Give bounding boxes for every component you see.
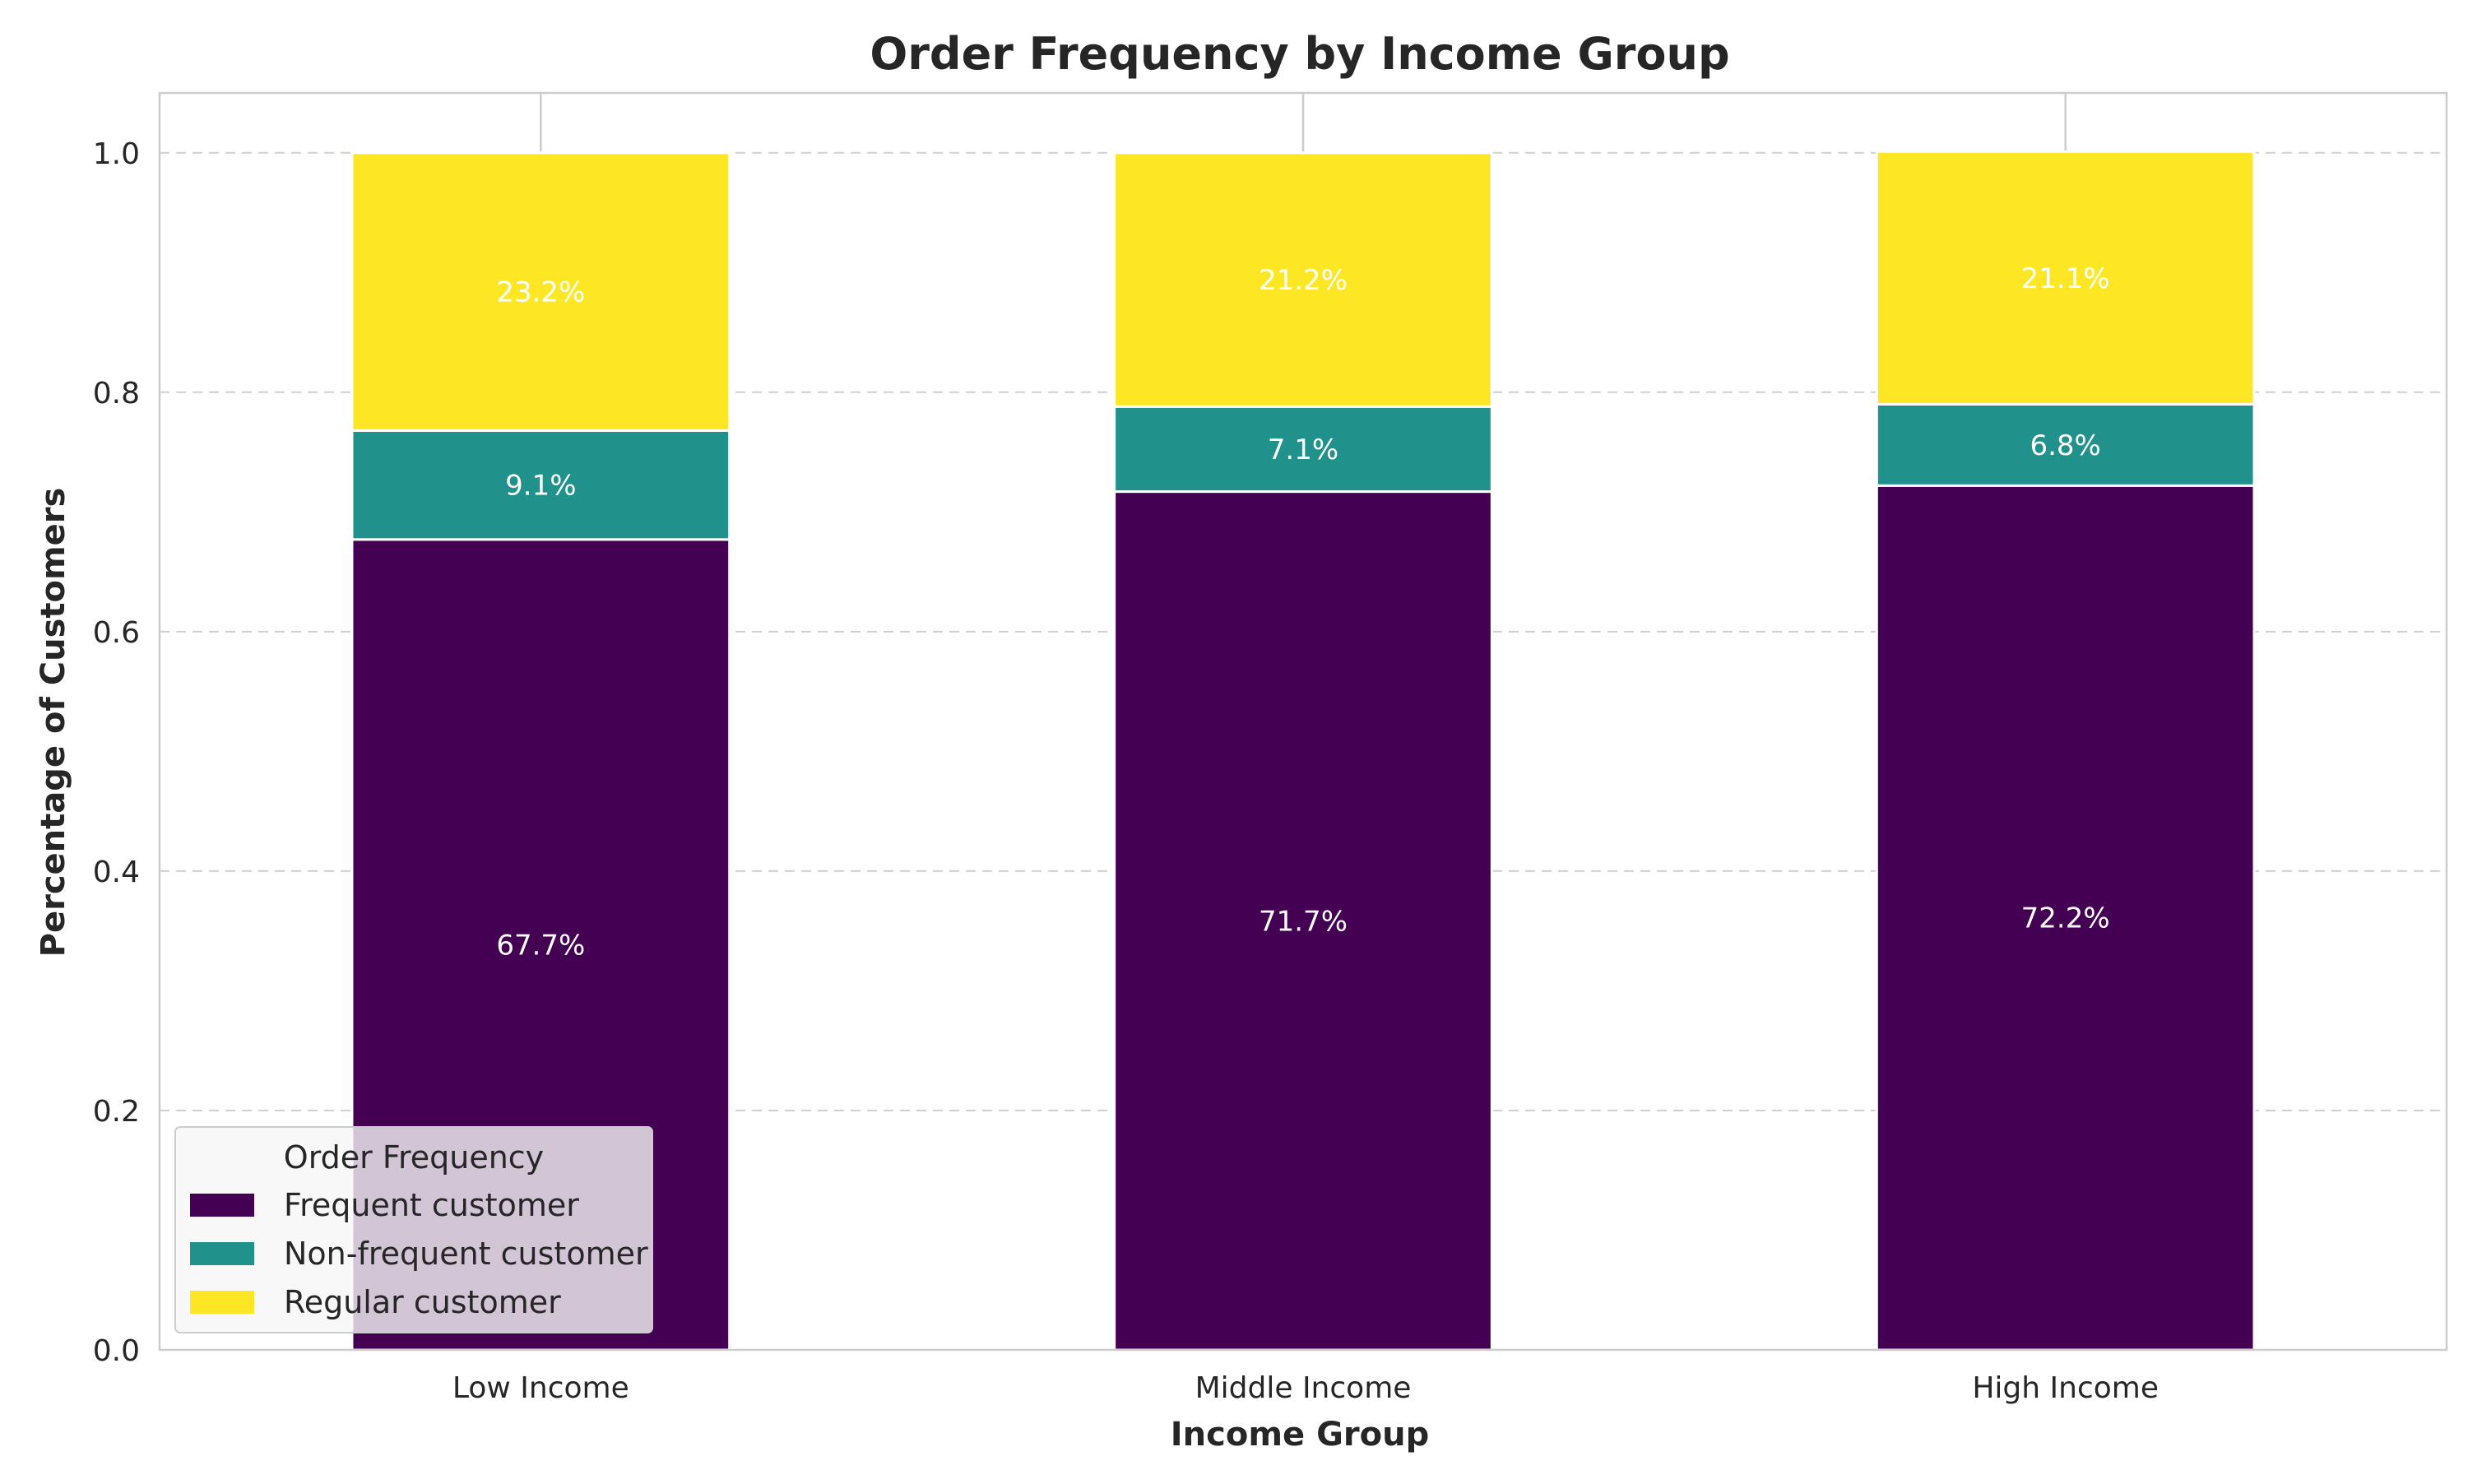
legend: Order Frequency Frequent customer Non-freq… — [174, 1126, 653, 1333]
bar-data-label: 21.1% — [2021, 262, 2110, 295]
legend-swatch — [190, 1194, 254, 1217]
plot-frame — [158, 91, 2448, 1352]
bar-data-label: 6.8% — [2030, 429, 2100, 462]
y-axis-label: Percentage of Customers — [35, 488, 72, 958]
y-tick-label: 0.2 — [93, 1095, 140, 1129]
x-tick-label: Middle Income — [1195, 1371, 1412, 1405]
bar-segment — [1875, 402, 2256, 487]
legend-swatch — [190, 1291, 254, 1314]
y-tick-label: 0.4 — [93, 856, 140, 889]
bar-data-label: 21.2% — [1259, 264, 1348, 297]
bar-segment — [1113, 490, 1493, 1352]
bar-segment — [1875, 150, 2256, 406]
x-tick-label: Low Income — [452, 1371, 629, 1405]
legend-swatch — [190, 1242, 254, 1265]
x-tick-label: High Income — [1972, 1371, 2159, 1405]
bar-segment — [350, 151, 731, 432]
bar-data-label: 23.2% — [496, 276, 585, 309]
bar-segment — [1113, 151, 1493, 408]
legend-entry: Frequent customer — [284, 1187, 579, 1223]
legend-title: Order Frequency — [284, 1139, 544, 1176]
y-tick-label: 0.0 — [93, 1334, 140, 1368]
bar-segment — [1875, 484, 2256, 1352]
axis-layer: 0.0 0.2 0.4 0.6 0.8 1.0 Low Income Middle Incom… — [93, 91, 2448, 1405]
bar-layer: 67.7% 9.1% 23.2% 71.7% 7.1% 21.2% 72.2% 6.8% 21.… — [350, 150, 2256, 1352]
chart-title: Order Frequency by Income Group — [870, 28, 1729, 80]
legend-entry: Non-frequent customer — [284, 1236, 648, 1272]
y-tick-label: 0.6 — [93, 616, 140, 650]
y-tick-label: 0.8 — [93, 377, 140, 410]
legend-entry: Regular customer — [284, 1284, 561, 1320]
bar-data-label: 71.7% — [1259, 905, 1348, 938]
legend-box — [174, 1126, 653, 1333]
bar-data-label: 7.1% — [1268, 434, 1338, 466]
bar-data-label: 67.7% — [496, 929, 585, 962]
bar-data-label: 9.1% — [505, 470, 576, 503]
y-tick-label: 1.0 — [93, 137, 140, 171]
bar-data-label: 72.2% — [2021, 902, 2110, 935]
bar-segment — [350, 429, 731, 541]
bar-segment — [1113, 405, 1493, 494]
x-axis-label: Income Group — [1171, 1416, 1429, 1454]
